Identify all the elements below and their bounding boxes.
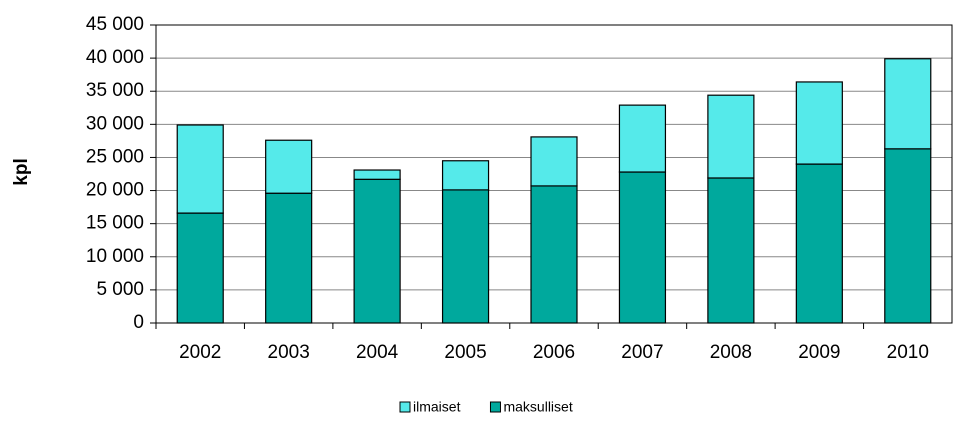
x-tick-label: 2009	[798, 342, 840, 363]
bar-segment	[707, 94, 755, 179]
bar-segment	[530, 185, 578, 324]
x-tick-label: 2007	[621, 342, 663, 363]
legend-swatch	[399, 401, 411, 413]
bar-segment	[265, 139, 313, 194]
bar-segment	[618, 171, 667, 324]
y-tick-label: 25 000	[86, 146, 144, 167]
bar-segment	[176, 212, 224, 324]
y-tick-label: 20 000	[86, 180, 144, 201]
bar-segment	[176, 124, 224, 214]
x-tick-label: 2010	[887, 342, 929, 363]
x-tick-label: 2004	[356, 342, 399, 363]
legend-label: maksulliset	[503, 399, 572, 415]
x-tick-label: 2002	[179, 342, 221, 363]
y-tick-label: 40 000	[86, 47, 144, 68]
y-tick-label: 45 000	[86, 14, 144, 35]
x-tick-label: 2006	[533, 342, 575, 363]
legend-swatch	[489, 401, 501, 413]
bar-segment	[441, 189, 490, 324]
bar-segment	[265, 192, 313, 324]
legend-label: ilmaiset	[413, 399, 461, 415]
y-tick-label: 0	[133, 312, 144, 333]
bar-segment	[795, 81, 843, 165]
bar-segment	[884, 58, 932, 150]
y-tick-label: 35 000	[86, 80, 144, 101]
x-tick-label: 2008	[710, 342, 752, 363]
bar-segment	[530, 136, 578, 187]
x-tick-label: 2003	[268, 342, 310, 363]
bar-segment	[618, 104, 667, 173]
y-tick-label: 5 000	[96, 279, 144, 300]
bar-segment	[441, 160, 490, 191]
y-tick-label: 15 000	[86, 213, 144, 234]
y-tick-label: 30 000	[86, 113, 144, 134]
bar-segment	[353, 169, 401, 180]
x-tick-label: 2005	[444, 342, 486, 363]
y-tick-label: 10 000	[86, 246, 144, 267]
bar-segment	[884, 148, 932, 324]
y-axis-label: kpl	[11, 158, 32, 185]
bar-segment	[707, 177, 755, 324]
bar-segment	[353, 178, 401, 324]
bar-segment	[795, 163, 843, 324]
